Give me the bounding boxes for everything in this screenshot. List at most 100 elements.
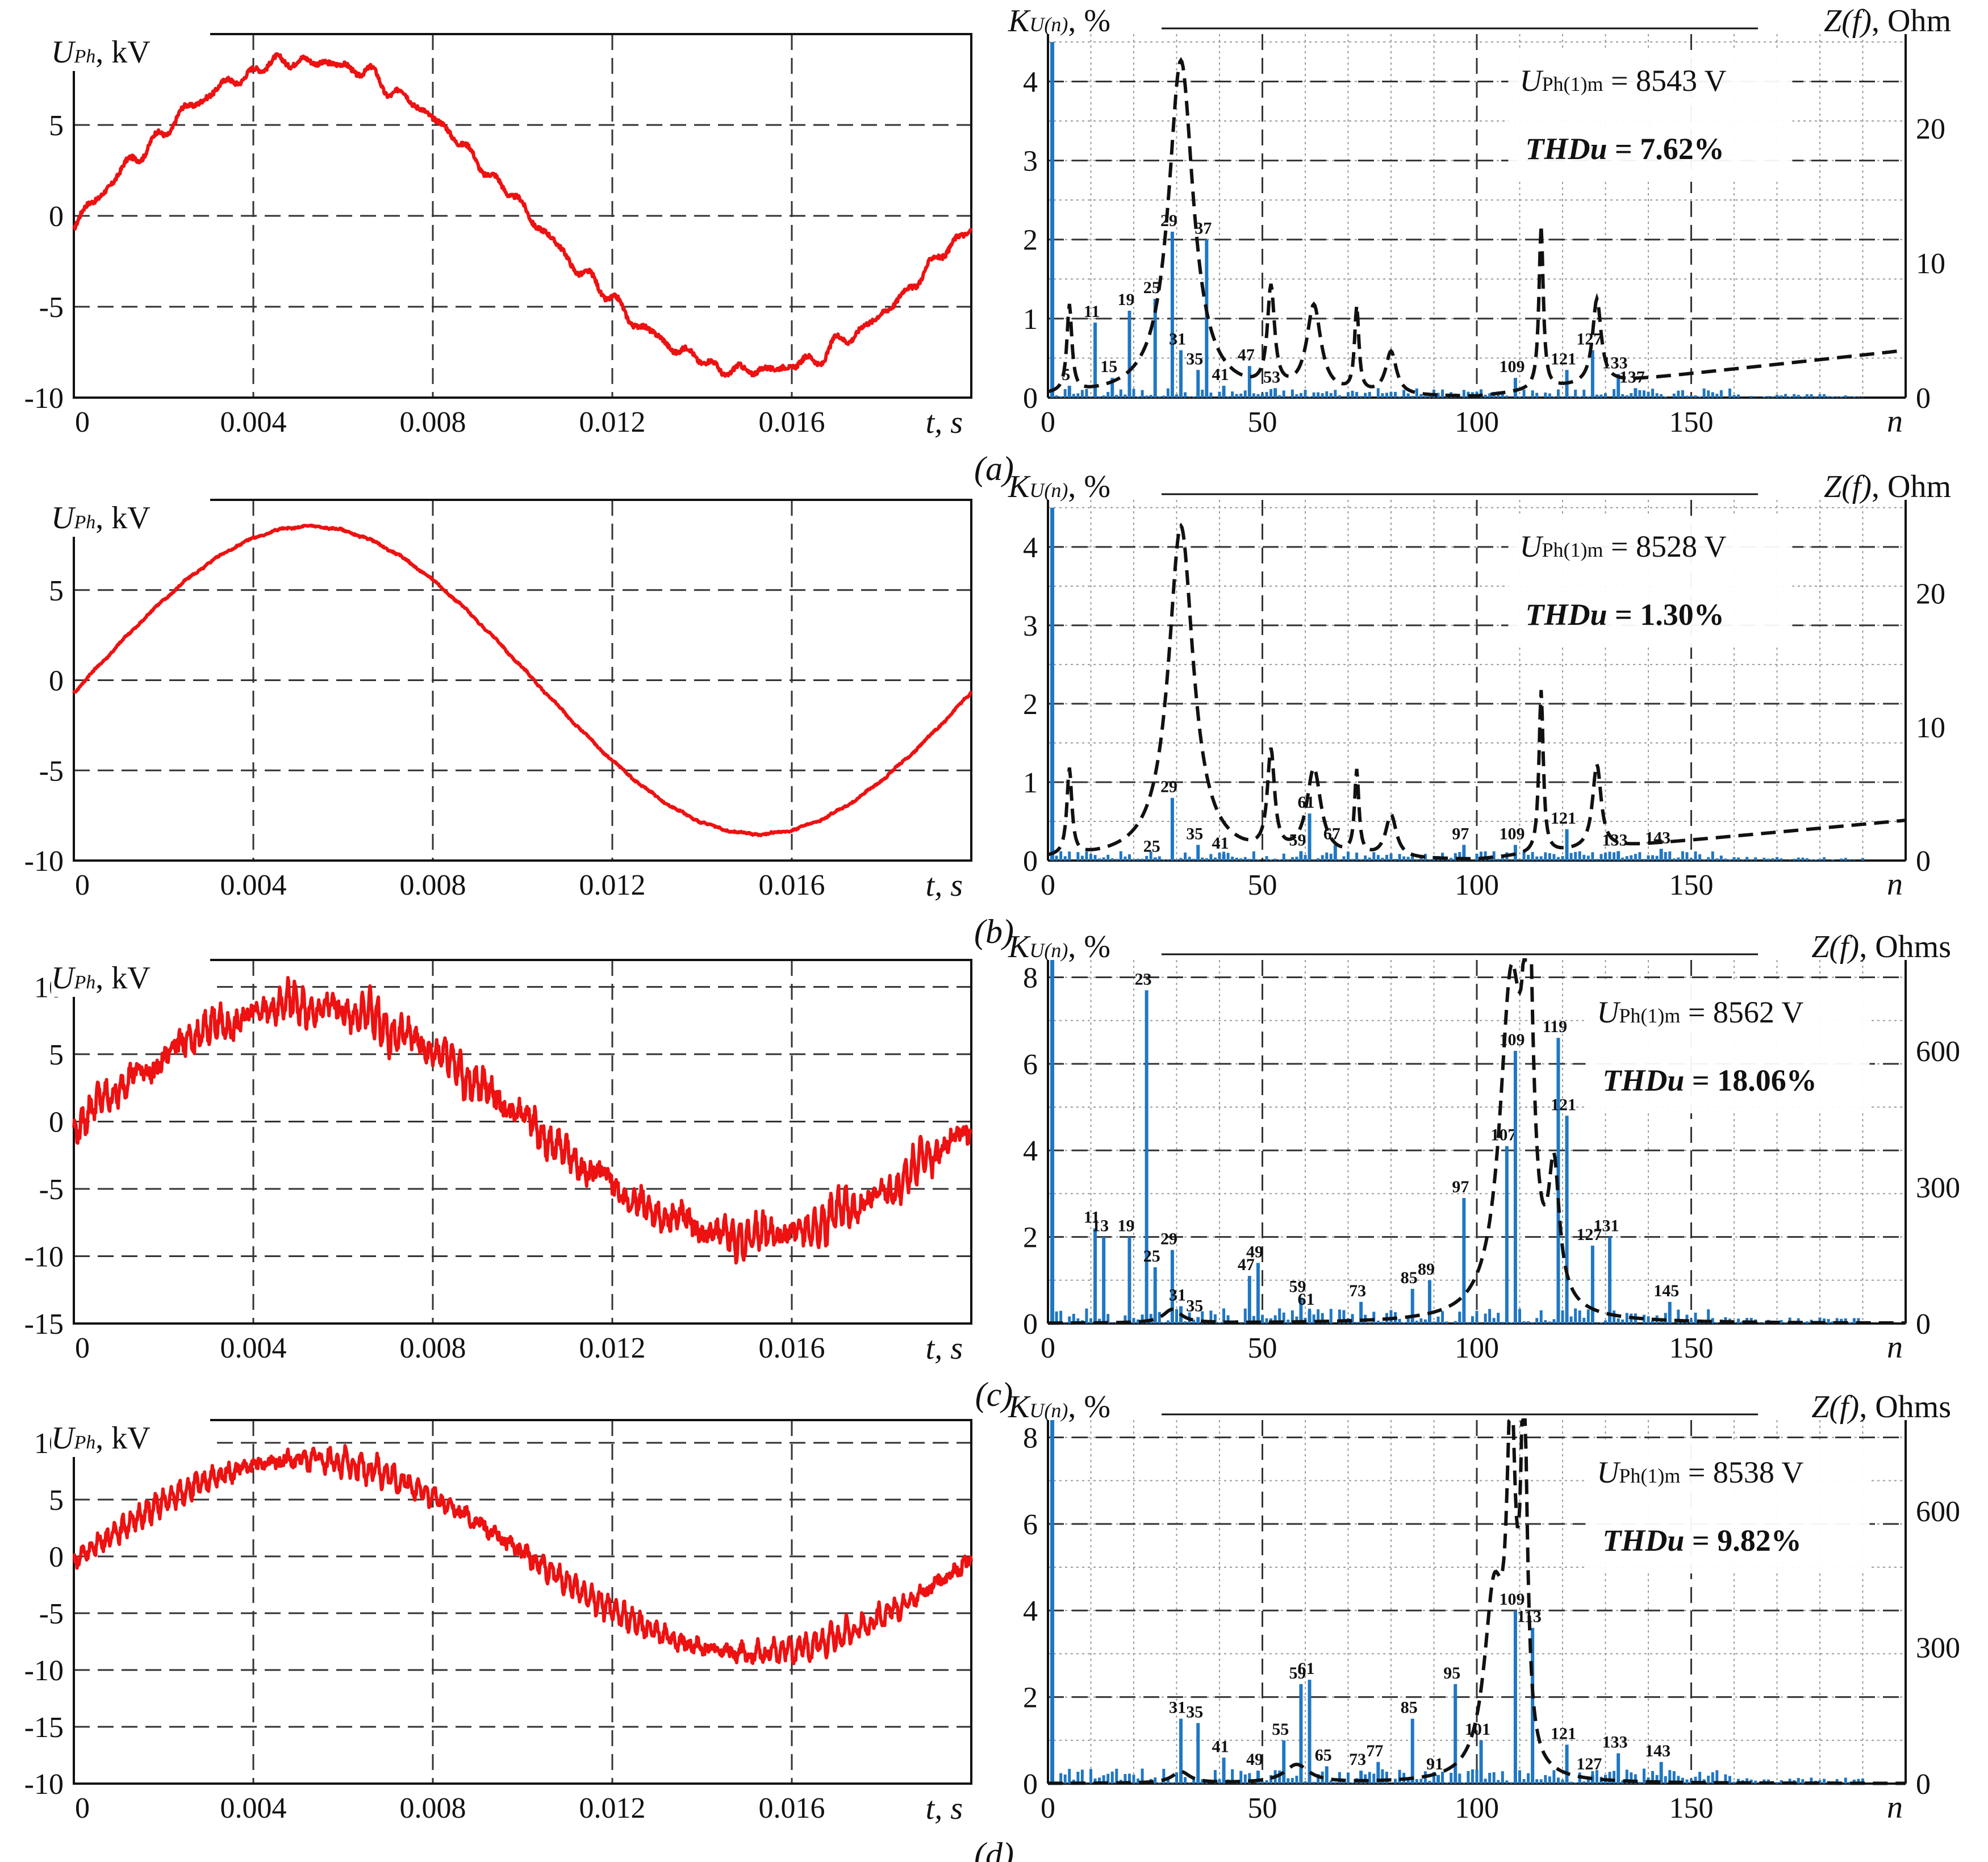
panel-label: (c) bbox=[975, 1376, 1013, 1413]
y-tick-label: -5 bbox=[39, 291, 64, 324]
harmonic-label: 59 bbox=[1289, 1664, 1306, 1683]
harmonic-label: 35 bbox=[1186, 824, 1203, 843]
y-tick-label: -5 bbox=[39, 755, 64, 787]
label-backdrop bbox=[51, 497, 210, 537]
fundamental-annotation: UPh(1)m = 8538 V bbox=[1597, 1455, 1803, 1489]
x-tick-label: 50 bbox=[1248, 1332, 1277, 1364]
harmonic-label: 15 bbox=[1100, 357, 1117, 376]
y-tick-label: 3 bbox=[1023, 610, 1038, 642]
harmonic-label: 65 bbox=[1315, 1746, 1332, 1765]
fundamental-annotation: UPh(1)m = 8528 V bbox=[1520, 529, 1727, 563]
annotation-backdrop bbox=[1585, 983, 1870, 1113]
harmonic-label: 109 bbox=[1499, 824, 1525, 843]
y-tick-label: -10 bbox=[24, 1241, 64, 1273]
y-tick-label: 1 bbox=[1023, 303, 1038, 336]
harmonic-label: 31 bbox=[1169, 1698, 1186, 1717]
y-tick-label: 5 bbox=[49, 1484, 64, 1517]
harmonic-label: 97 bbox=[1452, 1178, 1469, 1196]
thd-annotation: THDu = 1.30% bbox=[1526, 598, 1724, 632]
x-axis-label: t, s bbox=[926, 405, 963, 440]
waveform-frame bbox=[73, 33, 972, 399]
harmonic-label: 61 bbox=[1298, 1659, 1315, 1678]
impedance-curve bbox=[1048, 958, 1906, 1325]
harmonic-label: 107 bbox=[1490, 1126, 1516, 1145]
harmonic-label: 49 bbox=[1246, 1242, 1263, 1261]
harmonic-label: 127 bbox=[1576, 330, 1602, 349]
harmonic-label: 29 bbox=[1160, 1229, 1177, 1248]
x-tick-label: 0.012 bbox=[579, 1792, 646, 1825]
harmonic-label: 145 bbox=[1653, 1281, 1679, 1300]
y-tick-label: 0 bbox=[49, 201, 64, 233]
y-tick-label: 6 bbox=[1023, 1509, 1038, 1541]
y-tick-label: 2 bbox=[1023, 224, 1038, 257]
y-tick-label: 0 bbox=[49, 665, 64, 698]
x-tick-label: 0.012 bbox=[579, 406, 646, 439]
x-tick-label: 0 bbox=[75, 869, 90, 901]
y-tick-label: 8 bbox=[1023, 1422, 1038, 1454]
x-tick-label: 0 bbox=[1041, 1792, 1055, 1825]
label-backdrop bbox=[51, 31, 210, 71]
y-tick-label: 5 bbox=[49, 1039, 64, 1071]
annotation-backdrop bbox=[1508, 51, 1793, 182]
panel-label: (d) bbox=[974, 1836, 1014, 1862]
harmonic-label: 127 bbox=[1576, 1225, 1602, 1244]
y2-axis-label: Z(f), Ohms bbox=[1811, 1389, 1951, 1425]
waveform-frame bbox=[73, 499, 972, 862]
harmonic-label: 41 bbox=[1212, 1737, 1229, 1756]
y2-tick-label: 0 bbox=[1916, 1308, 1931, 1341]
thd-annotation: THDu = 18.06% bbox=[1602, 1063, 1816, 1097]
waveform-line bbox=[72, 523, 972, 837]
y2-tick-label: 0 bbox=[1916, 382, 1931, 415]
harmonic-label: 101 bbox=[1465, 1720, 1490, 1739]
y-axis-label: UPh, kV bbox=[51, 35, 151, 70]
label-backdrop bbox=[51, 1417, 210, 1457]
impedance-curve bbox=[1047, 523, 1906, 861]
harmonic-label: 19 bbox=[1117, 290, 1134, 309]
harmonic-label: 29 bbox=[1160, 211, 1177, 230]
x-tick-label: 100 bbox=[1455, 406, 1499, 439]
panel-d: 0 0.004 0.008 0.012 0.016-10-15-10-50510UPh,… bbox=[24, 1389, 1960, 1862]
harmonic-label: 49 bbox=[1246, 1750, 1263, 1769]
harmonic-label: 59 bbox=[1289, 1277, 1306, 1296]
y-tick-label: 1 bbox=[1023, 767, 1038, 799]
y-tick-label: 0 bbox=[1023, 382, 1038, 415]
harmonic-label: 31 bbox=[1169, 330, 1186, 349]
harmonic-label: 53 bbox=[1263, 368, 1280, 386]
harmonic-label: 41 bbox=[1212, 834, 1229, 853]
harmonic-label: 73 bbox=[1349, 1750, 1366, 1769]
y2-tick-label: 600 bbox=[1916, 1036, 1960, 1068]
panel-a: 0 0.004 0.008 0.012 0.016 -10 -5 0 5 UPh, kV t, s (… bbox=[24, 3, 1951, 487]
harmonic-label: 85 bbox=[1401, 1698, 1418, 1717]
x-tick-label: 150 bbox=[1669, 1332, 1714, 1364]
harmonic-label: 29 bbox=[1160, 778, 1177, 796]
harmonic-label: 85 bbox=[1401, 1268, 1418, 1287]
fundamental-annotation: UPh(1)m = 8562 V bbox=[1597, 995, 1803, 1029]
y-tick-label: 0 bbox=[1023, 1768, 1038, 1801]
y-tick-label: -15 bbox=[24, 1308, 64, 1341]
x-tick-label: 0.004 bbox=[220, 406, 287, 439]
harmonic-label: 143 bbox=[1645, 1742, 1670, 1760]
x-tick-label: 0.008 bbox=[400, 406, 466, 439]
harmonic-label: 119 bbox=[1543, 1017, 1567, 1036]
y2-axis-label: Z(f), Ohm bbox=[1824, 3, 1951, 39]
y-tick-label: 5 bbox=[49, 110, 64, 142]
x-axis-label: n bbox=[1887, 867, 1903, 902]
y-tick-label: -10 bbox=[24, 845, 64, 878]
y-tick-label: -5 bbox=[39, 1598, 64, 1630]
harmonic-label: 41 bbox=[1212, 365, 1229, 384]
y-tick-label: -10 bbox=[24, 382, 64, 415]
y-tick-label: 2 bbox=[1023, 1682, 1038, 1714]
x-axis-label: n bbox=[1887, 1330, 1903, 1365]
y-tick-label: 5 bbox=[49, 575, 64, 607]
x-tick-label: 50 bbox=[1248, 406, 1277, 439]
harmonic-label: 131 bbox=[1594, 1217, 1619, 1235]
y2-tick-label: 0 bbox=[1916, 845, 1931, 878]
harmonic-label: 121 bbox=[1551, 349, 1576, 368]
y-tick-label: -15 bbox=[24, 1711, 64, 1744]
x-tick-label: 0 bbox=[1041, 869, 1055, 901]
harmonic-label: 121 bbox=[1551, 1724, 1576, 1743]
